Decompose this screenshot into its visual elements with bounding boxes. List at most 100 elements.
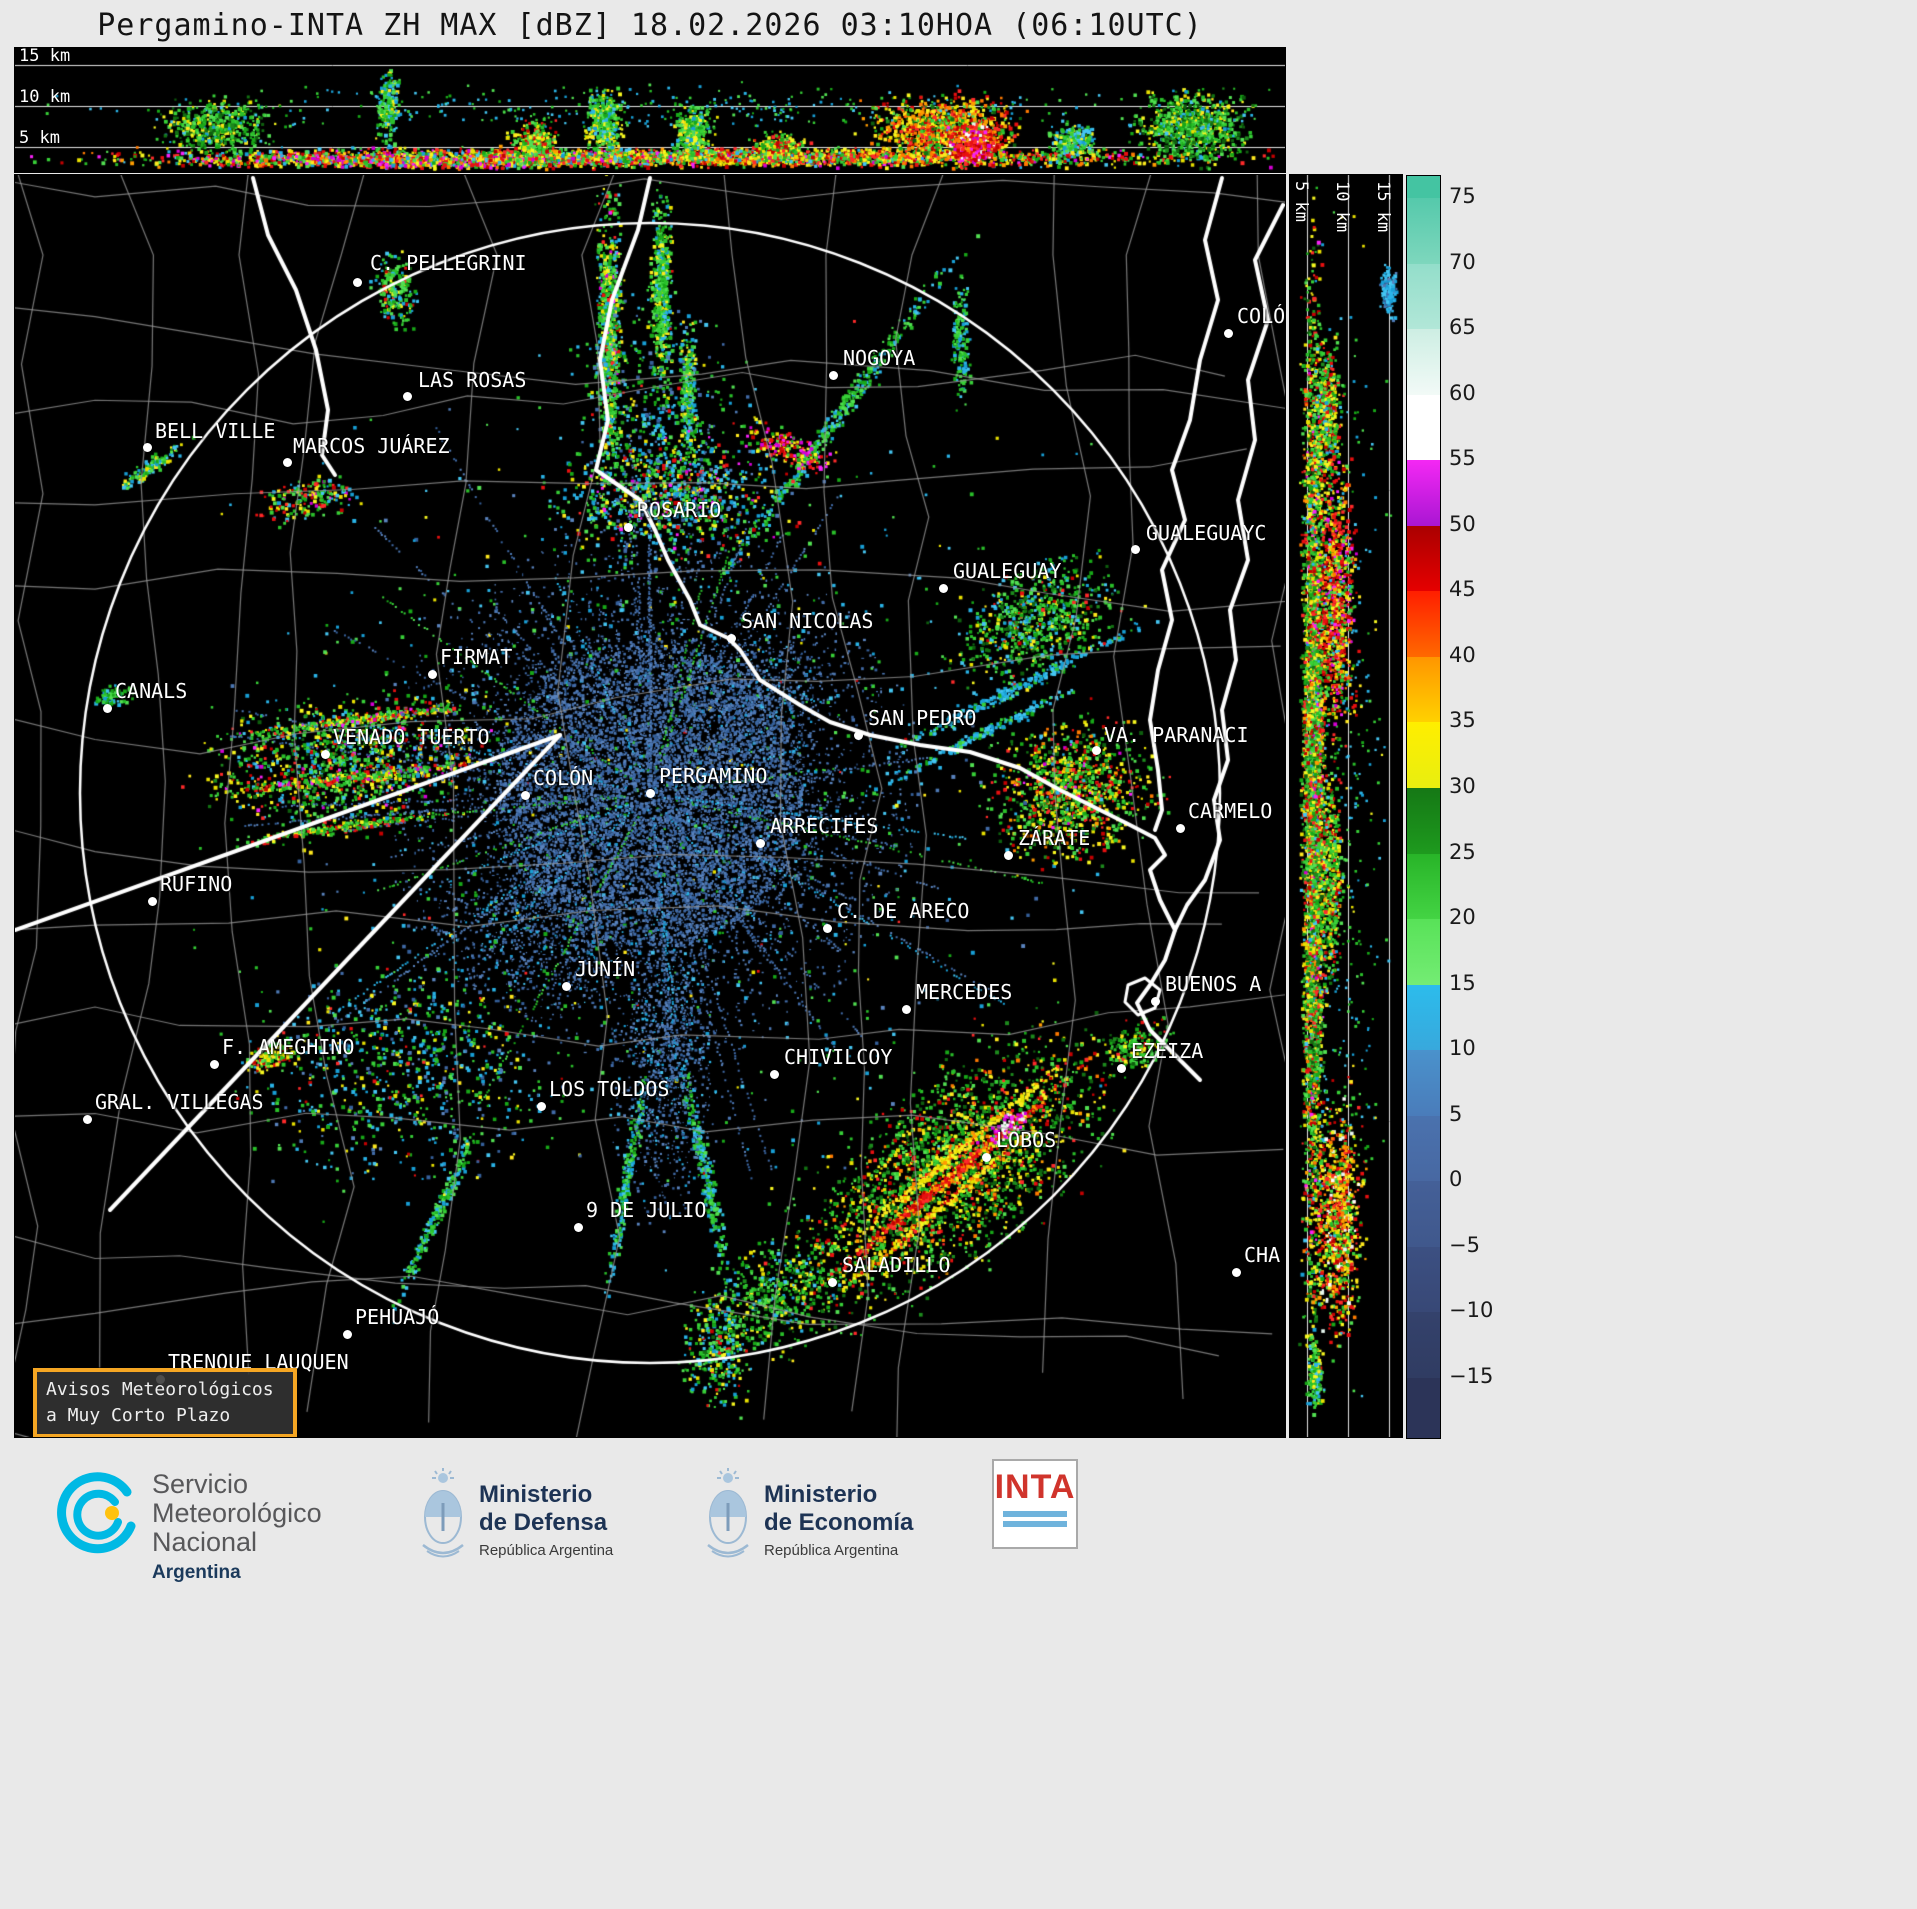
city-label: BELL VILLE	[155, 419, 276, 443]
city-label: LOS TOLDOS	[549, 1077, 670, 1101]
colorbar-tick: 15	[1449, 970, 1476, 995]
inta-stripe-icon	[1003, 1521, 1067, 1527]
inta-logo: INTA	[992, 1459, 1078, 1549]
smn-name-line2: Meteorológico	[152, 1498, 322, 1529]
city-dot	[1232, 1268, 1241, 1277]
city-dot	[283, 458, 292, 467]
city-dot	[982, 1153, 991, 1162]
footer: Servicio Meteorológico Nacional Argentin…	[0, 1447, 1917, 1909]
city-label: RUFINO	[160, 872, 233, 896]
smn-logo-icon	[57, 1472, 136, 1554]
colorbar-cell	[1407, 1246, 1440, 1314]
city-label: CHIVILCOY	[784, 1045, 893, 1069]
city-dot	[823, 924, 832, 933]
height-label: 10 km	[1332, 181, 1352, 233]
city-label: VA. PARANACI	[1104, 723, 1249, 747]
city-label: JUNÍN	[575, 957, 636, 981]
height-label: 10 km	[19, 87, 71, 107]
colorbar-cell	[1407, 460, 1440, 527]
colorbar-tick: 70	[1449, 249, 1476, 274]
colorbar-tick: 75	[1449, 183, 1476, 208]
city-label: GUALEGUAYC	[1146, 521, 1267, 545]
city-dot	[574, 1223, 583, 1232]
city-dot	[828, 1278, 837, 1287]
city-label: CHA	[1244, 1243, 1281, 1267]
colorbar-cell	[1407, 591, 1440, 658]
city-dot	[854, 731, 863, 740]
colorbar-tick: −5	[1449, 1232, 1480, 1257]
page-title: Pergamino-INTA ZH MAX [dBZ] 18.02.2026 0…	[97, 8, 1203, 43]
colorbar-cell	[1407, 656, 1440, 724]
city-dot	[1092, 746, 1101, 755]
ministerio-economia-block: Ministerio de Economía República Argenti…	[700, 1465, 980, 1585]
city-label: SAN PEDRO	[868, 706, 977, 730]
colorbar-cell	[1407, 1050, 1440, 1117]
colorbar-cell	[1407, 263, 1440, 330]
city-label: ROSARIO	[637, 498, 722, 522]
colorbar-tick: 45	[1449, 577, 1476, 602]
top-cross-section-panel: 15 km 10 km 5 km	[14, 47, 1286, 173]
defensa-line3: República Argentina	[479, 1542, 614, 1560]
economia-line3: República Argentina	[764, 1542, 899, 1560]
city-dot	[756, 839, 765, 848]
smn-name-line3: Nacional	[152, 1527, 258, 1558]
city-dot	[902, 1005, 911, 1014]
colorbar-tick: 55	[1449, 445, 1476, 470]
economia-line1: Ministerio	[764, 1481, 878, 1508]
city-dot	[537, 1102, 546, 1111]
warning-line1: Avisos Meteorológicos	[46, 1379, 274, 1400]
colorbar-cell	[1407, 1181, 1440, 1248]
city-dot	[103, 704, 112, 713]
city-dot	[521, 791, 530, 800]
colorbar-cell	[1407, 722, 1440, 789]
city-label: SAN NICOLAS	[741, 609, 874, 633]
city-label: LAS ROSAS	[418, 368, 527, 392]
city-dot	[727, 634, 736, 643]
ministerio-economia-text: Ministerio de Economía República Argenti…	[764, 1481, 913, 1559]
city-dot	[343, 1330, 352, 1339]
colorbar	[1406, 175, 1441, 1439]
city-dot	[1117, 1064, 1126, 1073]
warning-line2: a Muy Corto Plazo	[46, 1405, 231, 1427]
defensa-line1: Ministerio	[479, 1481, 593, 1508]
city-label: ARRECIFES	[770, 814, 879, 838]
city-label: BUENOS A	[1165, 972, 1262, 996]
colorbar-tick: 5	[1449, 1101, 1463, 1126]
city-dot	[624, 523, 633, 532]
city-dot	[353, 278, 362, 287]
city-label: GRAL. VILLEGAS	[95, 1090, 264, 1114]
smn-name-line1: Servicio	[152, 1469, 249, 1499]
warning-box: Avisos Meteorológicos a Muy Corto Plazo	[33, 1368, 297, 1437]
colorbar-cell	[1407, 394, 1440, 461]
height-label: 15 km	[19, 48, 71, 66]
side-cross-section-panel: 5 km 10 km 15 km	[1289, 174, 1403, 1438]
city-dot	[770, 1070, 779, 1079]
city-label: CARMELO	[1188, 799, 1273, 823]
city-dot	[403, 392, 412, 401]
colorbar-tick: 30	[1449, 773, 1476, 798]
city-dot	[428, 670, 437, 679]
colorbar-tick: 10	[1449, 1035, 1476, 1060]
city-dot	[939, 584, 948, 593]
ministerio-defensa-text: Ministerio de Defensa República Argentin…	[479, 1481, 613, 1559]
city-label: CANALS	[115, 679, 188, 703]
colorbar-cell	[1407, 1312, 1440, 1379]
coat-of-arms-defensa-icon	[422, 1468, 464, 1558]
colorbar-cell	[1407, 853, 1440, 920]
city-dot	[646, 789, 655, 798]
city-dot	[829, 371, 838, 380]
city-label: PERGAMINO	[659, 764, 768, 788]
top-cross-section-canvas	[15, 48, 1285, 172]
colorbar-tick: 35	[1449, 708, 1476, 733]
city-dot	[210, 1060, 219, 1069]
city-label: PEHUAJÓ	[355, 1305, 440, 1329]
colorbar-cell	[1407, 329, 1440, 396]
ministerio-defensa-block: Ministerio de Defensa República Argentin…	[415, 1465, 695, 1585]
city-dot	[321, 750, 330, 759]
city-dot	[1131, 545, 1140, 554]
city-label: COLÓN	[533, 766, 594, 790]
city-label: ZÁRATE	[1018, 826, 1091, 850]
city-dot	[1004, 851, 1013, 860]
colorbar-tick-labels: 75 70 65 60 55 50 45 40 35 30 25 20 15 10 5 0 −5 −10 −15	[1449, 0, 1529, 1437]
city-dot	[1151, 997, 1160, 1006]
